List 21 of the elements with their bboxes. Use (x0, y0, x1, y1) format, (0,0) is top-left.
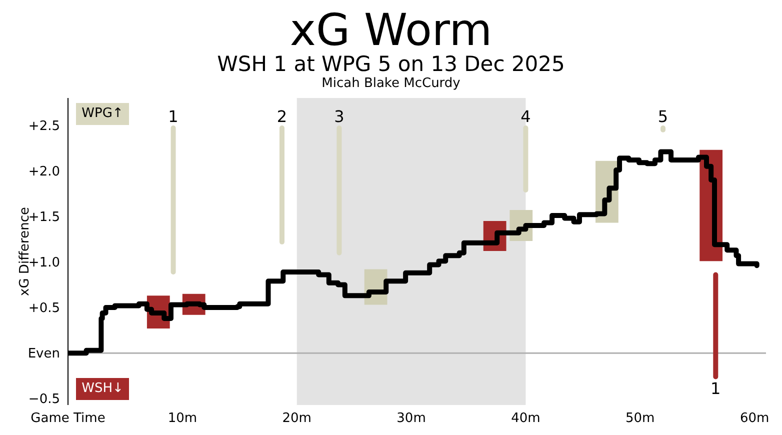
text: WSH↓ (76, 378, 129, 400)
x-tick-label: 40m (511, 411, 540, 426)
x-tick-label: Game Time (30, 411, 106, 426)
y-tick-label: +2.0 (28, 164, 60, 180)
x-tick-label: 50m (626, 411, 655, 426)
annotation: 4 (520, 107, 531, 126)
text: WPG↑ (76, 103, 129, 125)
annotation: 5 (658, 107, 668, 126)
x-tick-label: 10m (168, 411, 198, 426)
x-tick-label: 20m (282, 411, 312, 426)
y-tick-label: +2.5 (28, 118, 60, 134)
y-tick-label: Even (28, 346, 60, 362)
annotation: 1 (168, 107, 178, 126)
x-tick-label: 30m (396, 411, 426, 426)
y-tick-label: +0.5 (28, 301, 60, 316)
annotation: 1 (710, 379, 721, 398)
annotation: 3 (334, 107, 344, 126)
annotation: 2 (276, 107, 288, 126)
y-tick-label: −0.5 (28, 392, 60, 408)
text: Micah Blake McCurdy (320, 76, 462, 91)
x-tick-label: 60m (740, 411, 770, 426)
